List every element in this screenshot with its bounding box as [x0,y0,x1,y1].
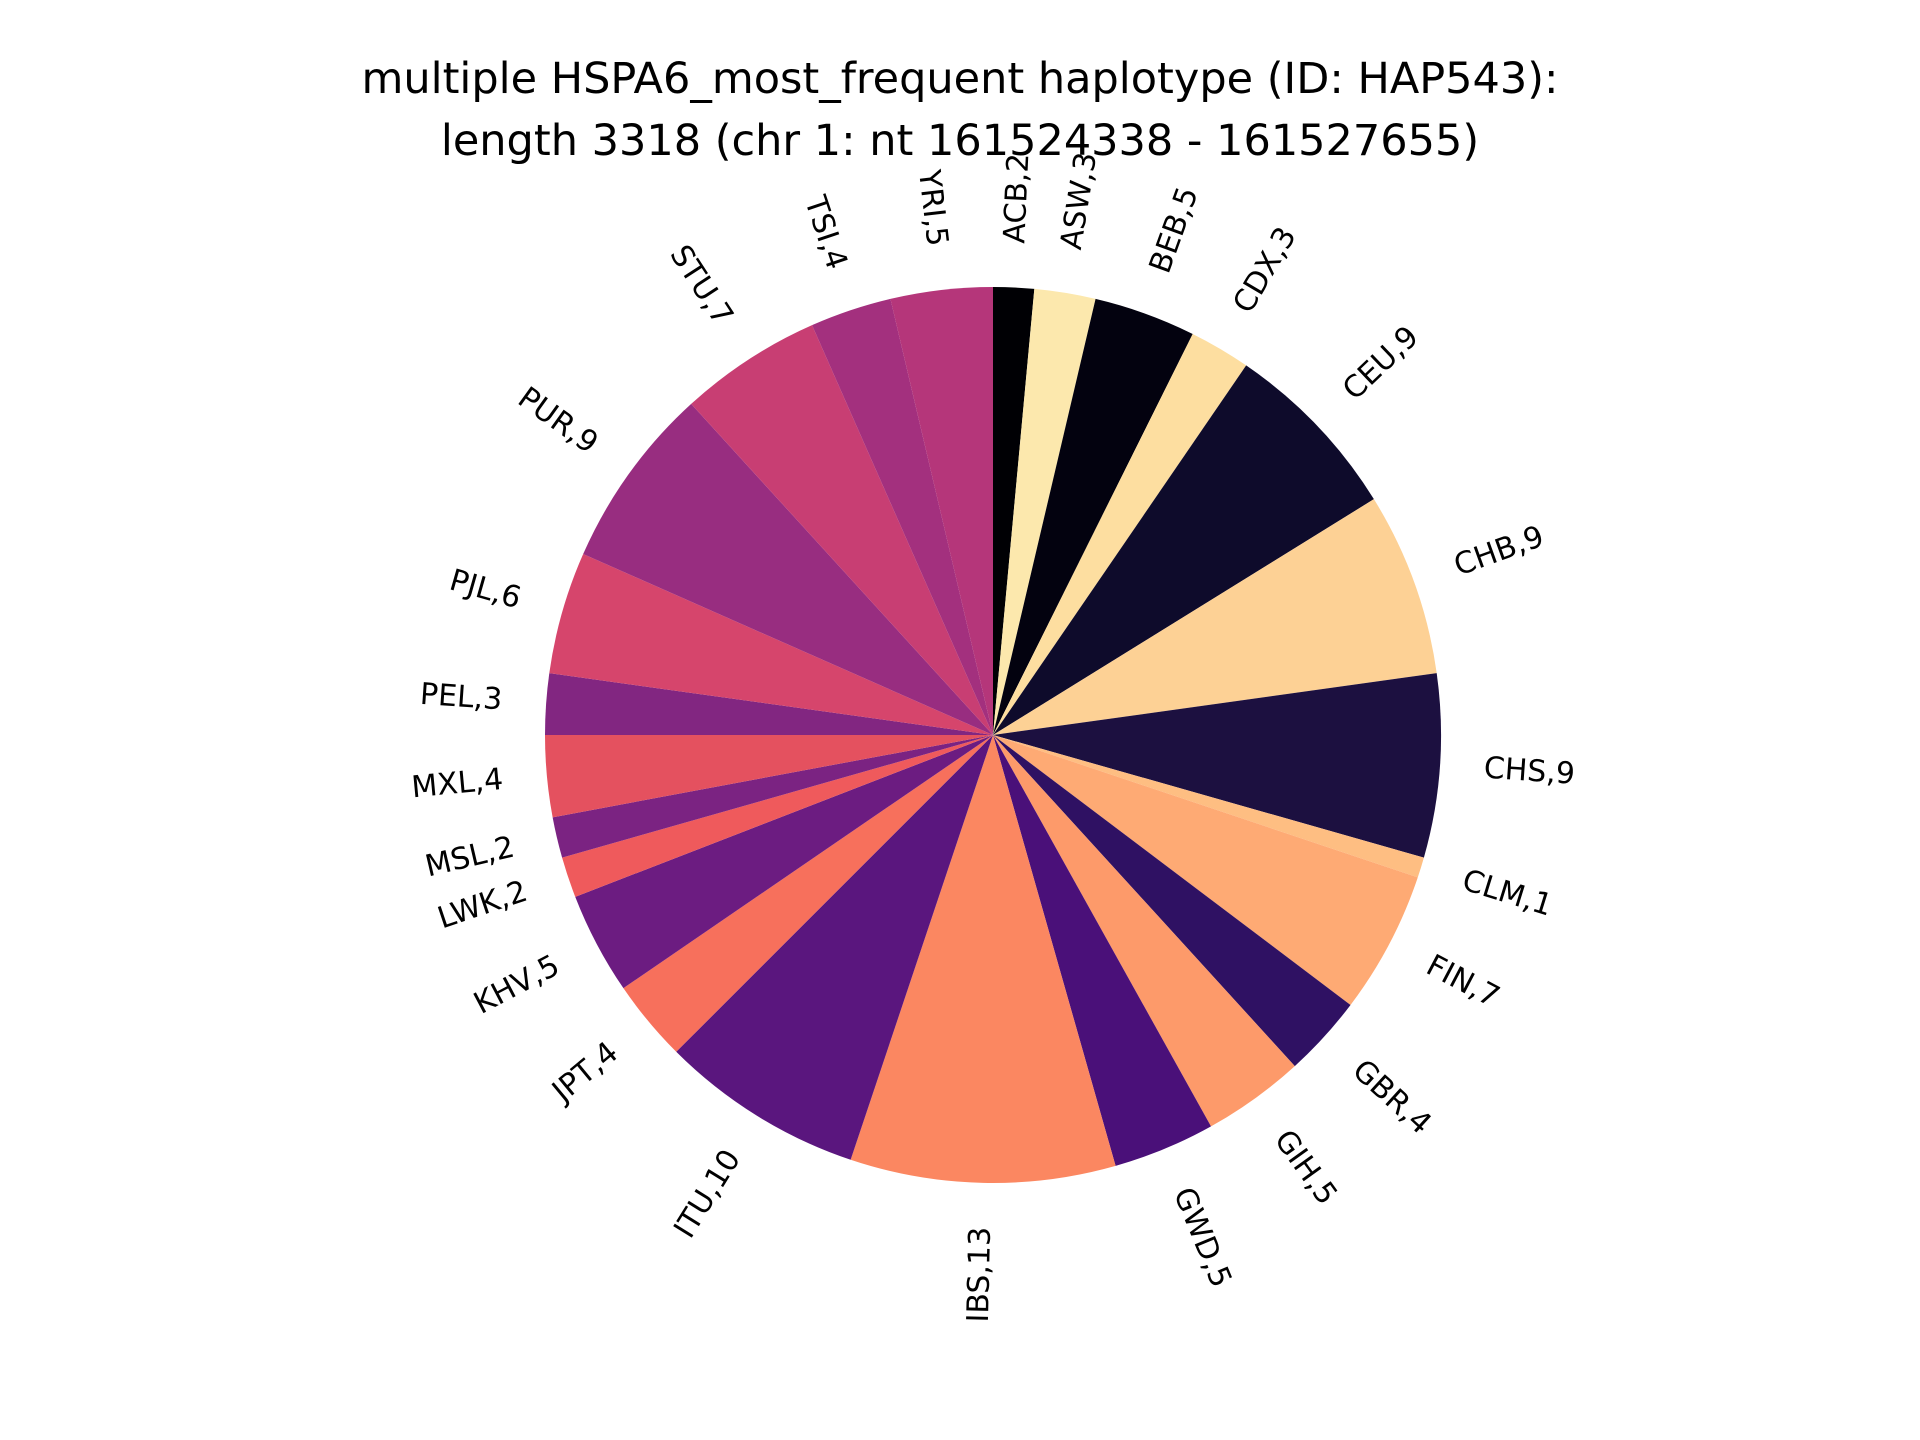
pie-label-pel: PEL,3 [419,677,504,718]
pie-slice-cdx [993,333,1247,735]
pie-label-clm: CLM,1 [1458,863,1556,924]
pie-label-yri: YRI,5 [911,167,955,248]
pie-label-itu: ITU,10 [667,1144,748,1245]
pie-slice-gwd [993,735,1211,1166]
pie-label-asw: ASW,3 [1054,150,1104,252]
pie-label-tsi: TSI,4 [797,191,854,274]
pie-slice-fin [993,735,1418,1005]
pie-label-pur: PUR,9 [511,380,604,461]
chart-title-line-2: length 3318 (chr 1: nt 161524338 - 16152… [440,116,1480,166]
pie-slice-beb [993,298,1193,735]
pie-label-fin: FIN,7 [1421,948,1506,1015]
chart-title-line-1: multiple HSPA6_most_frequent haplotype (… [361,54,1559,104]
pie-slice-ibs [850,735,1116,1184]
pie-slice-asw [993,288,1096,735]
pie-label-chs: CHS,9 [1483,751,1576,792]
pie-label-khv: KHV,5 [468,948,565,1022]
pie-label-lwk: LWK,2 [433,874,531,936]
pie-label-beb: BEB,5 [1143,182,1206,277]
pie-label-pjl: PJL,6 [446,563,525,616]
pie-slice-tsi [812,298,993,735]
pie-label-acb: ACB,2 [997,153,1036,245]
pie-slice-ceu [993,365,1374,735]
pie-slice-stu [691,325,993,735]
pie-label-cdx: CDX,3 [1226,221,1303,319]
pie-slice-chb [993,499,1437,735]
pie-label-gbr: GBR,4 [1345,1053,1438,1142]
pie-slice-gih [993,735,1295,1127]
pie-label-jpt: JPT,4 [544,1035,625,1110]
pie-label-stu: STU,7 [663,239,740,332]
pie-slices [545,287,1441,1184]
pie-slice-mxl [545,735,993,818]
pie-slice-gbr [993,735,1351,1067]
pie-slice-pur [583,403,993,735]
pie-slice-lwk [562,735,993,897]
pie-slice-clm [993,735,1424,878]
pie-slice-jpt [623,735,993,1052]
pie-slice-itu [676,735,993,1160]
pie-label-ibs: IBS,13 [961,1226,998,1322]
pie-label-gwd: GWD,5 [1166,1182,1238,1292]
pie-label-ceu: CEU,9 [1336,319,1426,407]
pie-label-chb: CHB,9 [1449,519,1548,583]
pie-slice-khv [575,735,993,989]
pie-slice-msl [552,735,993,858]
pie-slice-pjl [549,554,993,735]
chart-title: multiple HSPA6_most_frequent haplotype (… [0,48,1920,172]
pie-label-gih: GIH,5 [1267,1124,1344,1212]
pie-slice-yri [890,287,993,735]
pie-slice-acb [993,287,1035,735]
pie-label-mxl: MXL,4 [410,762,505,805]
pie-slice-chs [993,673,1441,858]
pie-slice-pel [545,673,993,735]
pie-label-msl: MSL,2 [422,830,518,885]
